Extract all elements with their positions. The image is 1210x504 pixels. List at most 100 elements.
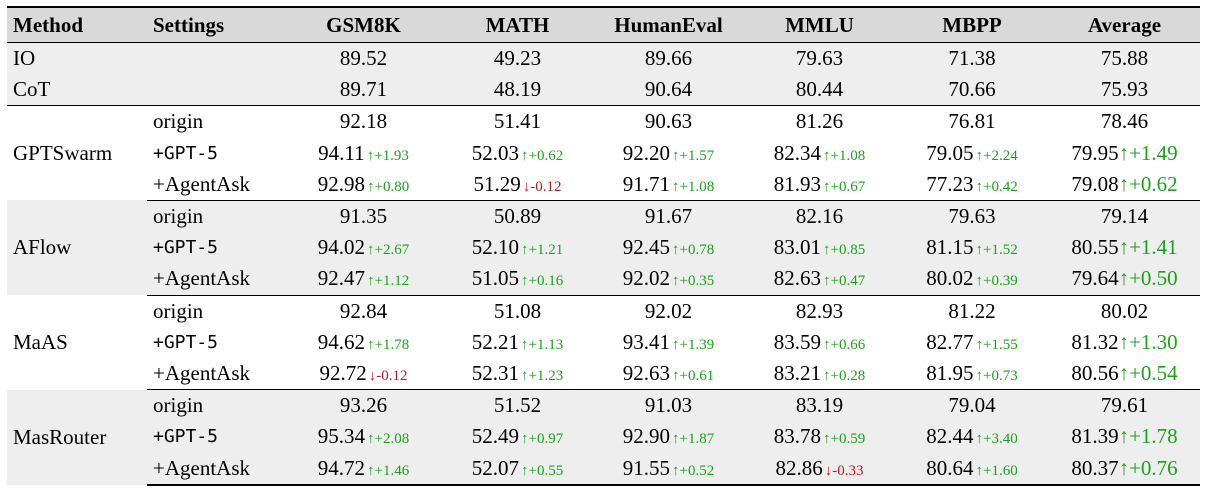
score-value: 51.41 bbox=[493, 109, 542, 134]
method-cell: MasRouter bbox=[13, 424, 107, 449]
value-cell: 92.45 ↑+0.78 bbox=[593, 232, 744, 263]
delta-up: ↑+1.39 bbox=[672, 336, 715, 353]
value-cell: 52.03 ↑+0.62 bbox=[442, 138, 593, 169]
value-cell: 94.62 ↑+1.78 bbox=[285, 327, 442, 358]
score-value: 82.44 bbox=[926, 424, 974, 449]
score-value: 93.41 bbox=[622, 329, 671, 354]
score-value: 52.07 bbox=[471, 455, 520, 480]
delta-up: ↑+0.42 bbox=[975, 178, 1018, 195]
value-cell: 78.46 bbox=[1049, 106, 1200, 138]
value-cell: 80.37↑+0.76 bbox=[1049, 452, 1200, 486]
delta-up: ↑+1.78 bbox=[367, 336, 410, 353]
value-cell: 79.61 bbox=[1049, 390, 1200, 422]
score-value: 92.84 bbox=[339, 298, 388, 323]
score-value: 92.63 bbox=[622, 360, 671, 385]
delta-up: ↑+0.62 bbox=[521, 147, 564, 164]
delta-up: ↑+1.57 bbox=[672, 147, 715, 164]
value-cell: 79.64↑+0.50 bbox=[1049, 263, 1200, 296]
score-value: 78.46 bbox=[1100, 109, 1149, 134]
value-cell: 52.49 ↑+0.97 bbox=[442, 421, 593, 452]
score-value: 79.04 bbox=[948, 393, 996, 418]
delta-up: ↑+1.93 bbox=[366, 147, 409, 164]
value-cell: 49.23 bbox=[493, 46, 542, 71]
score-value: 82.77 bbox=[926, 329, 974, 354]
value-cell: 83.21 ↑+0.28 bbox=[744, 357, 895, 391]
value-cell: 51.05 ↑+0.16 bbox=[442, 263, 593, 296]
header-settings: Settings bbox=[147, 6, 285, 43]
score-value: 92.45 bbox=[622, 235, 671, 260]
value-cell: 82.44 ↑+3.40 bbox=[895, 421, 1049, 452]
score-value: 52.31 bbox=[471, 360, 520, 385]
delta-down: ↓-0.12 bbox=[368, 367, 408, 384]
value-cell: 81.26 bbox=[744, 106, 895, 138]
value-cell: 92.90 ↑+1.87 bbox=[593, 421, 744, 452]
delta-up: ↑+0.35 bbox=[672, 273, 715, 290]
score-value: 92.20 bbox=[622, 140, 671, 165]
table-row-io: IO 89.52 49.23 89.66 79.63 71.38 75.88 bbox=[7, 42, 1200, 75]
delta-up: ↑+0.62 bbox=[1118, 171, 1178, 196]
value-cell: 52.10 ↑+1.21 bbox=[442, 232, 593, 263]
results-table-container: Method Settings GSM8K MATH HumanEval MML… bbox=[7, 6, 1200, 486]
value-cell: 91.35 bbox=[285, 200, 442, 232]
delta-up: ↑+0.28 bbox=[823, 367, 866, 384]
value-cell: 83.01 ↑+0.85 bbox=[744, 232, 895, 263]
score-value: 52.10 bbox=[471, 235, 520, 260]
value-cell: 90.63 bbox=[593, 106, 744, 138]
value-cell: 92.47 ↑+1.12 bbox=[285, 263, 442, 296]
table-row: MasRouter origin 93.26 51.52 91.03 83.19 79.04… bbox=[7, 389, 1200, 449]
value-cell: 91.03 bbox=[593, 390, 744, 422]
delta-up: ↑+0.39 bbox=[975, 273, 1018, 290]
value-cell: 79.95↑+1.49 bbox=[1049, 138, 1200, 169]
value-cell: 77.23 ↑+0.42 bbox=[895, 168, 1049, 201]
score-value: 52.21 bbox=[471, 329, 520, 354]
value-cell: 83.59 ↑+0.66 bbox=[744, 327, 895, 358]
score-value: 80.02 bbox=[926, 266, 974, 291]
value-cell: 82.77 ↑+1.55 bbox=[895, 327, 1049, 358]
score-value: 51.05 bbox=[471, 266, 520, 291]
value-cell: 82.34 ↑+1.08 bbox=[744, 138, 895, 169]
setting-cell: +AgentAsk bbox=[147, 357, 285, 391]
value-cell: 94.72 ↑+1.46 bbox=[285, 452, 442, 486]
value-cell: 81.95 ↑+0.73 bbox=[895, 357, 1049, 391]
value-cell: 92.72 ↓-0.12 bbox=[285, 357, 442, 391]
score-value: 80.37 bbox=[1071, 455, 1119, 480]
delta-up: ↑+1.49 bbox=[1118, 140, 1178, 165]
value-cell: 82.93 bbox=[744, 295, 895, 327]
score-value: 82.86 bbox=[775, 455, 823, 480]
value-cell: 92.84 bbox=[285, 295, 442, 327]
table-row: GPTSwarm origin 92.18 51.41 90.63 81.26 76.81 7… bbox=[7, 106, 1200, 164]
setting-cell: +AgentAsk bbox=[147, 168, 285, 201]
setting-cell bbox=[147, 74, 285, 107]
value-cell: 76.81 bbox=[895, 106, 1049, 138]
table-row: +GPT-5 94.11 ↑+1.93 52.03 ↑+0.62 92.20 ↑+1.57 8… bbox=[7, 138, 1200, 169]
table-body: IO 89.52 49.23 89.66 79.63 71.38 75.88 C… bbox=[7, 42, 1200, 486]
delta-up: ↑+1.60 bbox=[975, 462, 1018, 479]
table-row: MaAS origin 92.84 51.08 92.02 82.93 81.22 80.02 bbox=[7, 295, 1200, 354]
score-value: 91.55 bbox=[622, 455, 671, 480]
delta-up: ↑+0.78 bbox=[672, 242, 715, 259]
delta-up: ↑+0.76 bbox=[1118, 455, 1178, 480]
value-cell: 79.63 bbox=[895, 200, 1049, 232]
value-cell: 89.66 bbox=[644, 46, 693, 71]
score-value: 82.16 bbox=[795, 204, 844, 229]
header-humaneval: HumanEval bbox=[593, 6, 744, 43]
score-value: 91.03 bbox=[644, 393, 693, 418]
score-value: 50.89 bbox=[493, 204, 542, 229]
value-cell: 79.04 bbox=[895, 390, 1049, 422]
delta-up: ↑+1.12 bbox=[367, 273, 410, 290]
setting-cell bbox=[147, 43, 285, 75]
delta-up: ↑+1.52 bbox=[975, 242, 1018, 259]
value-cell: 51.52 bbox=[442, 390, 593, 422]
value-cell: 91.55 ↑+0.52 bbox=[593, 452, 744, 486]
score-value: 52.49 bbox=[471, 424, 520, 449]
header-average: Average bbox=[1049, 6, 1200, 43]
table-row: +AgentAsk 92.98 ↑+0.80 51.29 ↓-0.12 91.71 ↑+1.… bbox=[7, 168, 1200, 201]
value-cell: 82.86 ↓-0.33 bbox=[744, 452, 895, 486]
value-cell: 79.08↑+0.62 bbox=[1049, 168, 1200, 201]
delta-up: ↑+0.16 bbox=[521, 273, 564, 290]
value-cell: 81.93 ↑+0.67 bbox=[744, 168, 895, 201]
table-row: +GPT-5 94.02 ↑+2.67 52.10 ↑+1.21 92.45 ↑+0.78 8… bbox=[7, 232, 1200, 264]
value-cell: 81.22 bbox=[895, 295, 1049, 327]
value-cell: 51.41 bbox=[442, 106, 593, 138]
value-cell: 52.21 ↑+1.13 bbox=[442, 327, 593, 358]
